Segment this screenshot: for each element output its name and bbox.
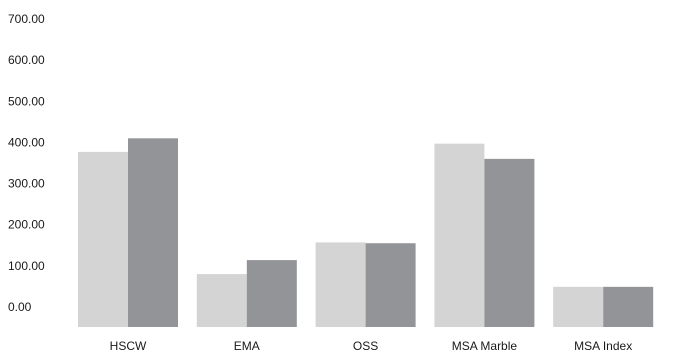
bars xyxy=(78,138,654,327)
x-category-label: OSS xyxy=(353,339,378,353)
bar-msa-marble-series-2 xyxy=(484,158,535,327)
y-tick-label: 0.00 xyxy=(8,300,32,314)
x-category-label: EMA xyxy=(234,339,260,353)
bar-hscw-series-2 xyxy=(128,138,178,327)
y-tick-label: 400.00 xyxy=(8,135,45,149)
y-axis-tick-labels: 700.00 600.00 500.00 400.00 300.00 200.00 100.… xyxy=(8,12,45,314)
x-axis-category-labels: HSCW EMA OSS MSA Marble MSA Index xyxy=(110,339,633,353)
y-tick-label: 600.00 xyxy=(8,53,45,67)
bar-msa-marble-series-1 xyxy=(434,143,485,327)
bar-msa-index-series-1 xyxy=(553,286,604,327)
y-tick-label: 200.00 xyxy=(8,218,45,232)
bar-ema-series-1 xyxy=(196,274,247,327)
x-category-label: MSA Index xyxy=(574,339,632,353)
x-category-label: MSA Marble xyxy=(452,339,518,353)
bar-hscw-series-1 xyxy=(78,151,128,327)
y-tick-label: 300.00 xyxy=(8,177,45,191)
bar-msa-index-series-2 xyxy=(603,286,654,327)
x-category-label: HSCW xyxy=(110,339,147,353)
bar-ema-series-2 xyxy=(246,260,297,327)
bar-oss-series-1 xyxy=(315,242,366,327)
bar-oss-series-2 xyxy=(365,243,416,327)
y-tick-label: 500.00 xyxy=(8,94,45,108)
y-tick-label: 100.00 xyxy=(8,259,45,273)
y-tick-label: 700.00 xyxy=(8,12,45,26)
